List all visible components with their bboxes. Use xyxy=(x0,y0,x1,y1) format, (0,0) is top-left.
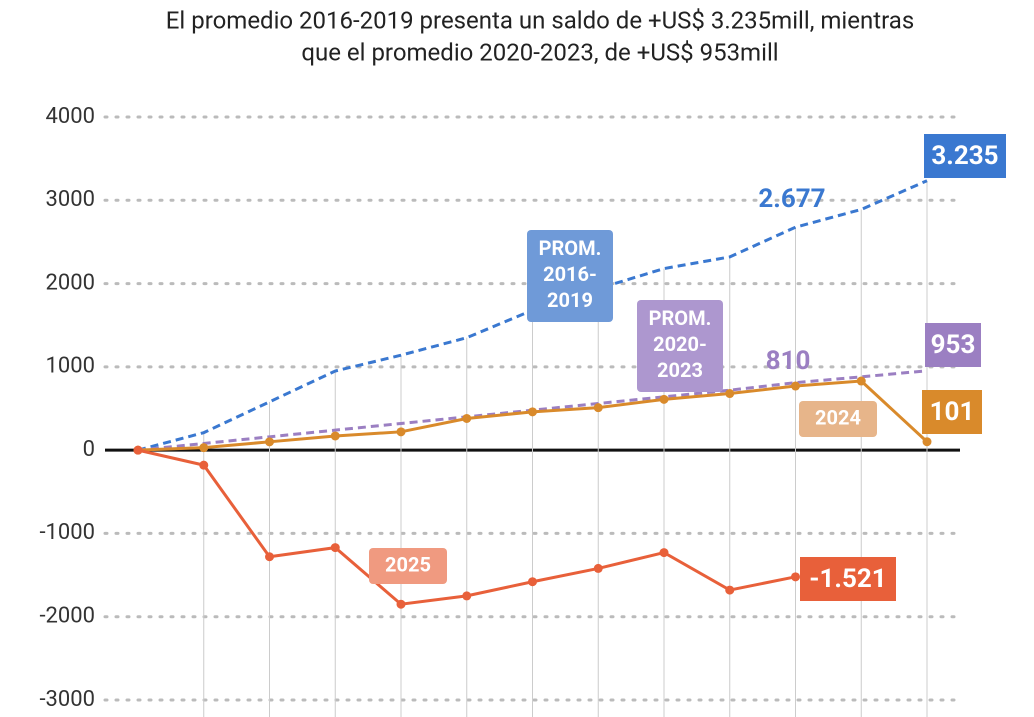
y-tick-label: -3000 xyxy=(39,687,95,712)
legend-box xyxy=(799,401,877,437)
y-tick-label: 1000 xyxy=(46,354,95,379)
legend-box xyxy=(369,548,447,584)
series-point xyxy=(528,407,537,417)
y-tick-label: -2000 xyxy=(39,604,95,629)
series-point xyxy=(659,548,669,558)
chart-title: que el promedio 2020-2023, de +US$ 953mi… xyxy=(301,38,778,66)
value-label-box xyxy=(925,323,981,367)
y-tick-label: 3000 xyxy=(46,187,95,212)
series-point xyxy=(199,460,209,470)
legend-box xyxy=(527,230,613,322)
value-label: 953 xyxy=(931,330,976,360)
series-point xyxy=(396,599,406,609)
value-label: -1.521 xyxy=(809,564,886,594)
chart-title: El promedio 2016-2019 presenta un saldo … xyxy=(166,6,914,34)
series-point xyxy=(725,389,735,399)
series-point xyxy=(330,543,340,553)
series-point xyxy=(922,437,932,447)
y-tick-label: 4000 xyxy=(46,104,95,129)
series-point xyxy=(133,445,143,455)
value-label-box xyxy=(922,390,982,434)
value-label-box xyxy=(800,557,896,601)
series-point xyxy=(593,403,603,413)
series-point xyxy=(791,572,800,582)
series-point xyxy=(725,585,735,595)
legend-label: 2024 xyxy=(815,405,861,429)
series-point xyxy=(396,427,406,437)
legend-label: 2025 xyxy=(385,552,431,576)
legend-box xyxy=(637,300,723,392)
value-label: 810 xyxy=(766,346,811,376)
series-point xyxy=(593,563,603,573)
value-label-box xyxy=(924,134,1006,178)
series-point xyxy=(528,577,537,587)
series-point xyxy=(330,431,340,441)
series-point xyxy=(265,552,274,562)
legend-label: PROM. 2016-2019 xyxy=(539,236,602,312)
series-point xyxy=(659,394,669,404)
series-point xyxy=(791,381,800,391)
y-tick-label: -1000 xyxy=(39,520,95,545)
value-label: 101 xyxy=(930,397,975,427)
series-point xyxy=(462,591,472,601)
series-point xyxy=(462,413,472,423)
series-point xyxy=(265,437,274,447)
y-tick-label: 0 xyxy=(83,437,95,462)
legend-label: PROM. 2020-2023 xyxy=(649,306,712,382)
series-point xyxy=(856,376,866,386)
series-point xyxy=(199,443,209,453)
y-tick-label: 2000 xyxy=(46,270,95,295)
value-label: 3.235 xyxy=(931,141,998,171)
value-label: 2.677 xyxy=(758,184,825,214)
